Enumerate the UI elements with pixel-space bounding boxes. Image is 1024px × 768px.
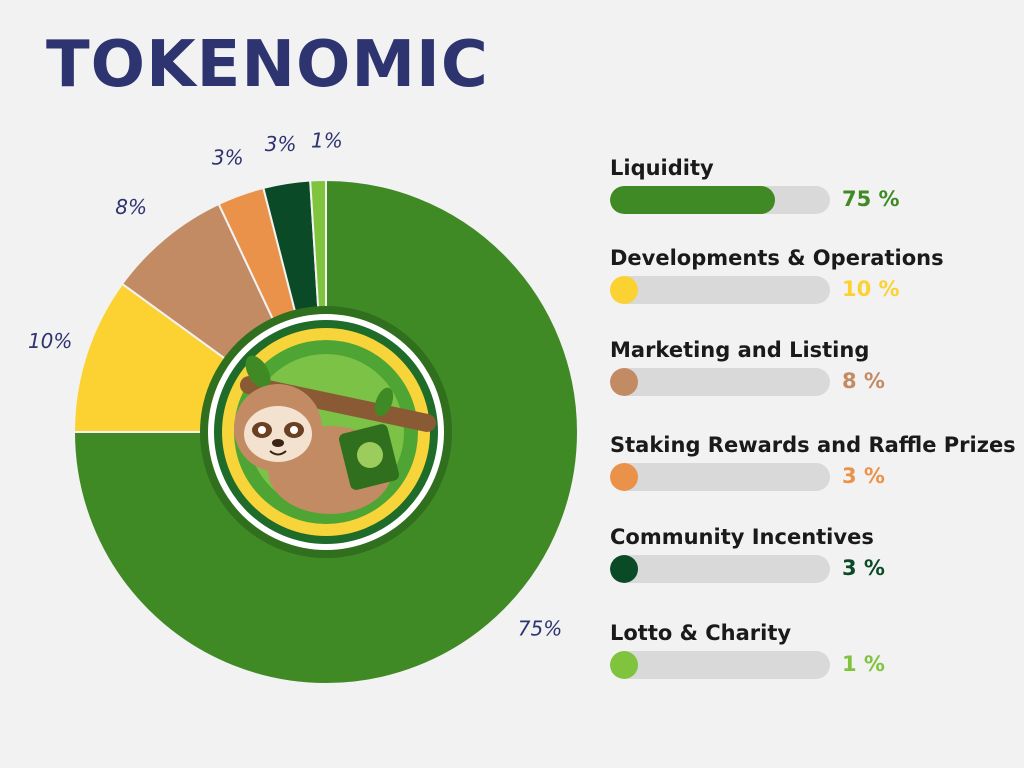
- legend-label: Marketing and Listing: [610, 338, 870, 362]
- legend-value: 1 %: [842, 652, 885, 676]
- legend-item: Marketing and Listing 8 %: [610, 338, 1010, 408]
- sloth-logo-icon: [200, 306, 452, 558]
- slice-label: 8%: [115, 195, 147, 219]
- legend-label: Community Incentives: [610, 525, 874, 549]
- legend-bar-fill: [610, 651, 638, 679]
- chart-title: TOKENOMIC: [46, 28, 489, 102]
- slice-label: 3%: [212, 146, 244, 170]
- slice-label: 75%: [518, 617, 562, 641]
- legend-bar-fill: [610, 186, 775, 214]
- slice-label: 1%: [311, 129, 343, 153]
- legend-bar-fill: [610, 368, 638, 396]
- legend-item: Staking Rewards and Raffle Prizes 3 %: [610, 433, 1016, 503]
- legend-bar-track: [610, 555, 830, 583]
- legend-bar-fill: [610, 463, 638, 491]
- legend-bar-track: [610, 186, 830, 214]
- legend-bar-fill: [610, 555, 638, 583]
- slice-label: 3%: [265, 132, 297, 156]
- slice-label: 10%: [28, 329, 72, 353]
- legend-item: Liquidity 75 %: [610, 156, 1010, 226]
- legend-bar-track: [610, 463, 830, 491]
- legend-bar-track: [610, 651, 830, 679]
- legend-item: Lotto & Charity 1 %: [610, 621, 1010, 691]
- legend-value: 75 %: [842, 187, 900, 211]
- legend-label: Developments & Operations: [610, 246, 944, 270]
- legend-bar-fill: [610, 276, 638, 304]
- legend-bar-track: [610, 276, 830, 304]
- legend-label: Staking Rewards and Raffle Prizes: [610, 433, 1016, 457]
- legend-value: 8 %: [842, 369, 885, 393]
- legend-item: Developments & Operations 10 %: [610, 246, 1010, 316]
- legend-value: 3 %: [842, 556, 885, 580]
- legend-value: 3 %: [842, 464, 885, 488]
- legend-item: Community Incentives 3 %: [610, 525, 1010, 595]
- legend-bar-track: [610, 368, 830, 396]
- legend-label: Lotto & Charity: [610, 621, 792, 645]
- slice-labels: 75% 10% 8% 3% 3% 1%: [28, 129, 562, 641]
- legend-value: 10 %: [842, 277, 900, 301]
- legend-label: Liquidity: [610, 156, 714, 180]
